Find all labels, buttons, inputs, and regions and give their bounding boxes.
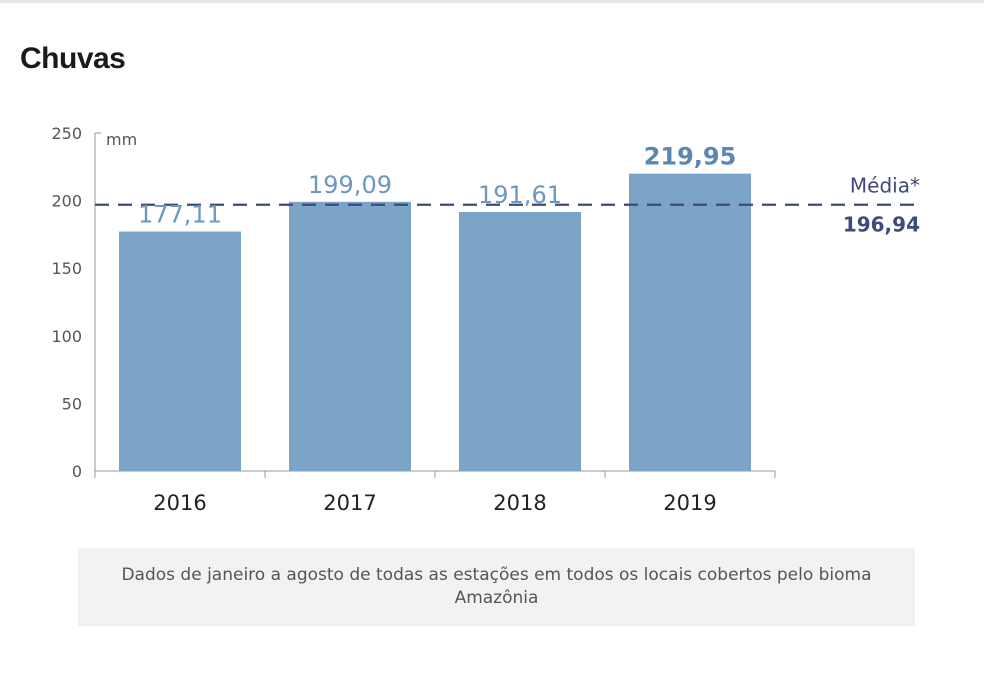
y-tick-label: 100 — [51, 327, 82, 346]
x-tick-label: 2019 — [663, 491, 716, 515]
y-tick-label: 150 — [51, 259, 82, 278]
y-tick-label: 50 — [62, 394, 82, 413]
bar-value-label: 219,95 — [644, 143, 737, 171]
chart-title: Chuvas — [20, 42, 126, 75]
x-tick-label: 2018 — [493, 491, 546, 515]
bar-value-label: 177,11 — [138, 201, 222, 229]
y-tick-label: 250 — [51, 124, 82, 143]
bar-2019 — [629, 173, 751, 471]
bar-2016 — [119, 231, 241, 471]
y-tick-label: 200 — [51, 192, 82, 211]
y-tick-label: 0 — [72, 462, 82, 481]
bar-value-label: 191,61 — [478, 181, 562, 209]
bar-2018 — [459, 211, 581, 471]
bar-chart: 0 50 100 150 200 250 mm 2016 2017 2018 2019 177,11 1… — [51, 124, 920, 515]
x-tick-label: 2017 — [323, 491, 376, 515]
average-label: Média* — [850, 174, 920, 198]
x-tick-label: 2016 — [153, 491, 206, 515]
footnote-box: Dados de janeiro a agosto de todas as es… — [78, 548, 915, 626]
top-divider — [0, 0, 984, 3]
bar-value-label: 199,09 — [308, 171, 392, 199]
footnote-text: Dados de janeiro a agosto de todas as es… — [121, 565, 872, 608]
y-unit-label: mm — [106, 130, 137, 149]
average-value-label: 196,94 — [843, 213, 920, 237]
bar-2017 — [289, 201, 411, 471]
